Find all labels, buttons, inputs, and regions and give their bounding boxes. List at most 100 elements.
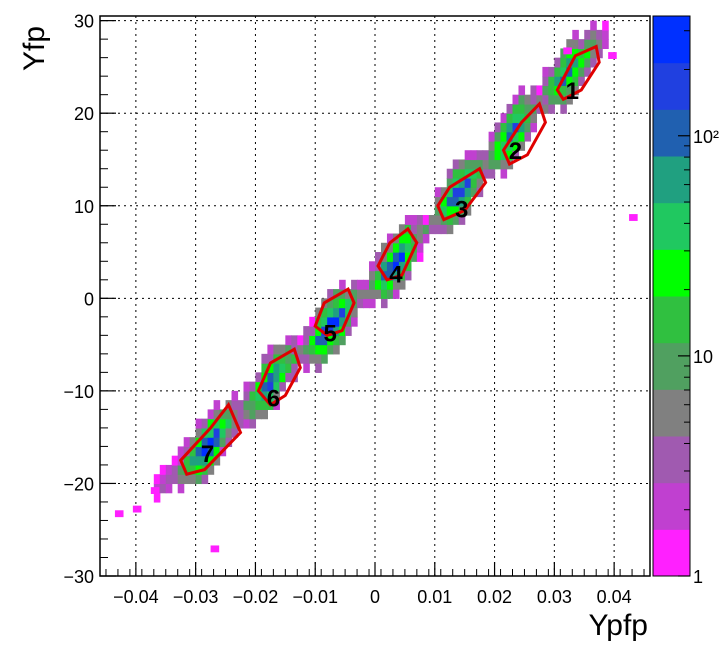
heatmap-bin	[333, 316, 340, 327]
heatmap-bin	[518, 122, 526, 133]
colorbar-swatch	[653, 436, 690, 484]
heatmap-bin	[536, 85, 543, 96]
heatmap-bin	[219, 427, 227, 438]
x-tick-label: 0.02	[477, 587, 512, 607]
colorbar-swatch	[653, 342, 690, 390]
heatmap-bin	[548, 85, 555, 96]
cut-label-5: 5	[323, 321, 336, 348]
heatmap-bin	[434, 224, 442, 235]
heatmap-bin	[195, 474, 203, 485]
heatmap-bin	[225, 427, 233, 438]
heatmap-bin	[165, 474, 173, 485]
heatmap-bin	[375, 289, 382, 299]
heatmap-bin	[506, 131, 514, 142]
heatmap-bin	[416, 242, 424, 253]
heatmap-bin	[512, 113, 520, 124]
heatmap-bin	[542, 103, 549, 114]
heatmap-bin	[225, 418, 233, 429]
heatmap-bin	[488, 150, 496, 161]
heatmap-bin	[327, 316, 334, 327]
heatmap-bin	[339, 307, 346, 318]
heatmap-bin	[177, 483, 185, 494]
heatmap-bin	[303, 363, 310, 373]
heatmap-bin	[548, 76, 555, 87]
heatmap-bin	[566, 76, 573, 87]
cut-label-6: 6	[267, 385, 280, 412]
heatmap-bin	[578, 57, 585, 68]
heatmap-bin	[590, 48, 597, 59]
heatmap-bin	[404, 233, 412, 244]
colorbar-swatch	[653, 156, 690, 204]
heatmap-bin	[518, 113, 526, 124]
heatmap-bin	[345, 289, 352, 299]
heatmap-outlier-bin	[608, 52, 617, 59]
heatmap-bin	[518, 94, 526, 105]
heatmap-bin	[351, 289, 358, 299]
heatmap-bin	[458, 168, 466, 179]
heatmap-bin	[590, 39, 597, 49]
heatmap-bin	[578, 76, 585, 87]
heatmap-bin	[542, 94, 549, 105]
heatmap-bin	[183, 455, 191, 466]
heatmap-bin	[488, 140, 496, 151]
heatmap-bin	[524, 131, 532, 142]
heatmap-bin	[584, 29, 591, 40]
heatmap-bin	[512, 103, 520, 114]
heatmap-bin	[171, 474, 179, 485]
heatmap-bin	[327, 289, 334, 299]
heatmap-bin	[464, 205, 472, 216]
heatmap-bin	[494, 140, 502, 151]
heatmap-bin	[207, 437, 215, 448]
heatmap-bin	[285, 363, 292, 373]
heatmap-bin	[285, 335, 292, 346]
heatmap-bin	[153, 474, 161, 485]
heatmap-bin	[195, 455, 203, 466]
heatmap-bin	[195, 427, 203, 438]
heatmap-bin	[261, 363, 268, 373]
heatmap-bin	[566, 39, 573, 49]
heatmap-bin	[321, 307, 328, 318]
heatmap-bin	[482, 159, 490, 170]
heatmap-bin	[177, 446, 185, 457]
heatmap-bin	[512, 94, 520, 105]
heatmap-bin	[416, 233, 424, 244]
x-tick-label: −0.03	[173, 587, 219, 607]
heatmap-bin	[243, 381, 251, 392]
heatmap-bin	[261, 353, 268, 364]
heatmap-bin	[357, 289, 364, 299]
heatmap-bin	[279, 381, 286, 392]
heatmap-bin	[213, 409, 221, 420]
heatmap-bin	[488, 131, 496, 142]
heatmap-bin	[404, 261, 412, 272]
colorbar-swatch	[653, 389, 690, 437]
heatmap-bin	[578, 66, 585, 77]
heatmap-bin	[392, 289, 400, 299]
heatmap-bin	[327, 326, 334, 336]
heatmap-bin	[512, 131, 520, 142]
heatmap-bin	[249, 390, 257, 401]
heatmap-bin	[446, 177, 454, 188]
y-axis-title: Yfp	[18, 26, 51, 71]
heatmap-bin	[506, 103, 514, 114]
x-tick-label: −0.01	[292, 587, 338, 607]
heatmap-bin	[339, 316, 346, 327]
heatmap-bin	[440, 205, 448, 216]
heatmap-bin	[285, 353, 292, 364]
heatmap-bin	[279, 372, 286, 383]
heatmap-bin	[458, 177, 466, 188]
heatmap-bin	[243, 409, 251, 420]
heatmap-bin	[530, 113, 538, 124]
heatmap-bin	[410, 252, 418, 262]
heatmap-bin	[590, 29, 597, 40]
heatmap-bin	[476, 150, 484, 161]
heatmap-bin	[315, 326, 322, 336]
heatmap-bin	[207, 455, 215, 466]
x-tick-label: −0.04	[113, 587, 159, 607]
heatmap-bin	[446, 168, 454, 179]
heatmap-bin	[410, 215, 418, 225]
colorbar-swatch	[653, 16, 690, 64]
heatmap-bin	[213, 400, 221, 410]
heatmap-bin	[416, 252, 424, 262]
heatmap-bin	[530, 85, 538, 96]
